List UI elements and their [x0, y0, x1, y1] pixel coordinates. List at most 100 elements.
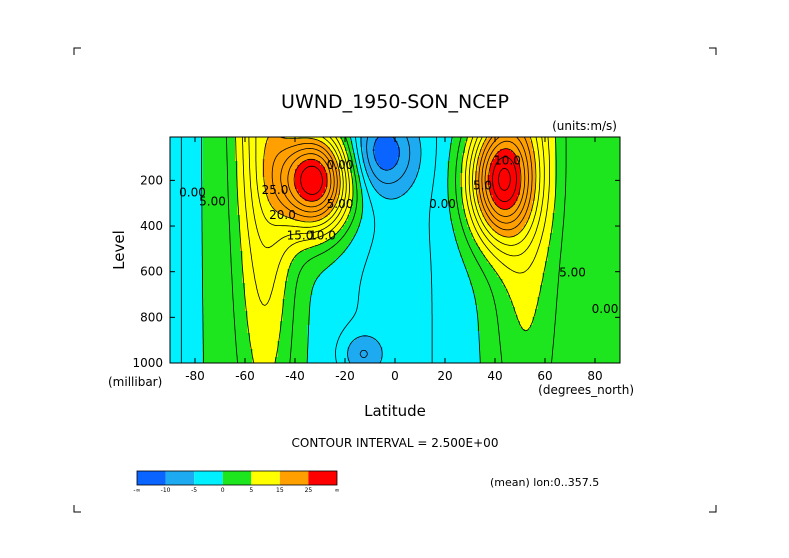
field-cell: [462, 159, 466, 162]
field-cell: [437, 181, 441, 184]
field-cell: [425, 159, 428, 162]
field-cell: [500, 175, 503, 178]
field-cell: [605, 175, 608, 178]
field-cell: [330, 179, 333, 182]
field-cell: [562, 181, 566, 184]
field-cell: [517, 185, 521, 188]
field-cell: [262, 143, 266, 146]
field-cell: [342, 167, 346, 170]
field-cell: [282, 169, 286, 172]
field-cell: [195, 149, 198, 152]
field-cell: [225, 155, 228, 158]
field-cell: [190, 173, 193, 176]
field-cell: [617, 151, 620, 154]
field-cell: [507, 177, 511, 180]
field-cell: [205, 181, 208, 184]
field-cell: [362, 157, 366, 160]
field-cell: [417, 159, 421, 162]
field-cell: [450, 153, 453, 156]
field-cell: [312, 163, 316, 166]
field-cell: [425, 155, 428, 158]
field-cell: [187, 145, 191, 148]
field-cell: [230, 161, 233, 164]
field-cell: [462, 181, 466, 184]
field-cell: [425, 173, 428, 176]
field-cell: [187, 141, 191, 144]
field-cell: [312, 185, 316, 188]
field-cell: [575, 167, 578, 170]
field-cell: [582, 179, 586, 182]
field-cell: [547, 163, 551, 166]
field-cell: [187, 167, 191, 170]
field-cell: [247, 165, 251, 168]
field-cell: [535, 165, 538, 168]
field-cell: [557, 157, 561, 160]
field-cell: [382, 141, 386, 144]
field-cell: [320, 177, 323, 180]
field-cell: [482, 153, 486, 156]
field-cell: [302, 143, 306, 146]
field-cell: [425, 191, 428, 194]
field-cell: [420, 137, 423, 140]
field-cell: [605, 149, 608, 152]
field-cell: [495, 149, 498, 152]
field-cell: [215, 165, 218, 168]
field-cell: [480, 173, 483, 176]
field-cell: [392, 155, 396, 158]
field-cell: [307, 169, 311, 172]
field-cell: [287, 173, 291, 176]
field-cell: [195, 165, 198, 168]
field-cell: [380, 179, 383, 182]
field-cell: [175, 149, 178, 152]
field-cell: [275, 153, 278, 156]
field-cell: [365, 151, 368, 154]
field-cell: [332, 165, 336, 168]
field-cell: [190, 141, 193, 144]
field-cell: [605, 183, 608, 186]
field-cell: [270, 175, 273, 178]
field-cell: [455, 191, 458, 194]
field-cell: [380, 163, 383, 166]
field-cell: [387, 187, 391, 190]
field-cell: [282, 177, 286, 180]
field-cell: [382, 147, 386, 150]
field-cell: [420, 159, 423, 162]
field-cell: [585, 153, 588, 156]
field-cell: [440, 169, 443, 172]
field-cell: [562, 161, 566, 164]
field-cell: [567, 187, 571, 190]
field-cell: [385, 185, 388, 188]
field-cell: [442, 171, 446, 174]
field-cell: [472, 167, 476, 170]
field-cell: [505, 167, 508, 170]
field-cell: [420, 147, 423, 150]
field-cell: [502, 163, 506, 166]
field-cell: [577, 149, 581, 152]
field-cell: [445, 161, 448, 164]
field-cell: [587, 173, 591, 176]
field-cell: [192, 163, 196, 166]
field-cell: [580, 183, 583, 186]
field-cell: [217, 139, 221, 142]
field-cell: [410, 161, 413, 164]
field-cell: [405, 155, 408, 158]
field-cell: [530, 175, 533, 178]
field-cell: [345, 155, 348, 158]
field-cell: [432, 143, 436, 146]
field-cell: [590, 179, 593, 182]
field-cell: [425, 163, 428, 166]
field-cell: [257, 191, 261, 194]
field-cell: [172, 177, 176, 180]
field-cell: [342, 151, 346, 154]
field-cell: [587, 155, 591, 158]
field-cell: [302, 159, 306, 162]
field-cell: [225, 153, 228, 156]
field-cell: [440, 175, 443, 178]
field-cell: [427, 157, 431, 160]
field-cell: [240, 173, 243, 176]
field-cell: [305, 145, 308, 148]
field-cell: [427, 147, 431, 150]
field-cell: [447, 181, 451, 184]
field-cell: [582, 155, 586, 158]
field-cell: [215, 149, 218, 152]
